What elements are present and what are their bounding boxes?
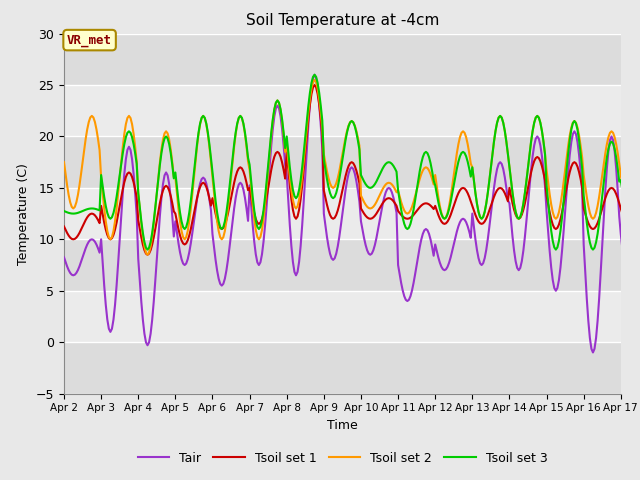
Tair [311, 72, 319, 78]
Tsoil set 1 [311, 82, 319, 88]
Line: Tsoil set 1: Tsoil set 1 [64, 85, 640, 255]
Bar [64, 240, 621, 291]
Tsoil set 3 [573, 127, 581, 132]
Tsoil set 2 [368, 205, 376, 211]
Bar [64, 136, 621, 188]
Y-axis label: Temperature (C): Temperature (C) [17, 163, 30, 264]
Line: Tair: Tair [64, 75, 640, 352]
Tsoil set 2 [80, 147, 88, 153]
Tsoil set 2 [573, 125, 581, 131]
Tsoil set 2 [99, 191, 106, 196]
Tsoil set 3 [99, 183, 106, 189]
Tair [572, 131, 580, 137]
Tsoil set 3 [80, 207, 88, 213]
X-axis label: Time: Time [327, 419, 358, 432]
Tsoil set 1 [60, 224, 68, 229]
Tair [589, 349, 597, 355]
Tsoil set 3 [486, 178, 493, 183]
Bar [64, 291, 621, 342]
Tsoil set 1 [368, 216, 376, 221]
Tair [99, 260, 106, 266]
Tsoil set 3 [368, 185, 376, 191]
Line: Tsoil set 2: Tsoil set 2 [64, 80, 640, 255]
Legend: Tair, Tsoil set 1, Tsoil set 2, Tsoil set 3: Tair, Tsoil set 1, Tsoil set 2, Tsoil se… [132, 447, 552, 469]
Line: Tsoil set 3: Tsoil set 3 [64, 75, 640, 250]
Tsoil set 2 [311, 77, 319, 83]
Bar [64, 342, 621, 394]
Tsoil set 1 [143, 252, 151, 258]
Tsoil set 1 [486, 208, 493, 214]
Tsoil set 1 [573, 164, 581, 169]
Tsoil set 3 [60, 208, 68, 214]
Tsoil set 2 [486, 178, 493, 183]
Tair [60, 254, 68, 260]
Title: Soil Temperature at -4cm: Soil Temperature at -4cm [246, 13, 439, 28]
Tsoil set 3 [143, 247, 151, 252]
Tsoil set 1 [99, 212, 106, 217]
Tsoil set 3 [311, 72, 319, 78]
Tair [366, 252, 374, 258]
Bar [64, 188, 621, 240]
Tair [80, 250, 88, 255]
Bar [64, 34, 621, 85]
Tsoil set 2 [60, 159, 68, 165]
Tsoil set 2 [143, 252, 151, 258]
Tsoil set 1 [80, 220, 88, 226]
Bar [64, 85, 621, 136]
Text: VR_met: VR_met [67, 34, 112, 47]
Tair [484, 237, 492, 242]
